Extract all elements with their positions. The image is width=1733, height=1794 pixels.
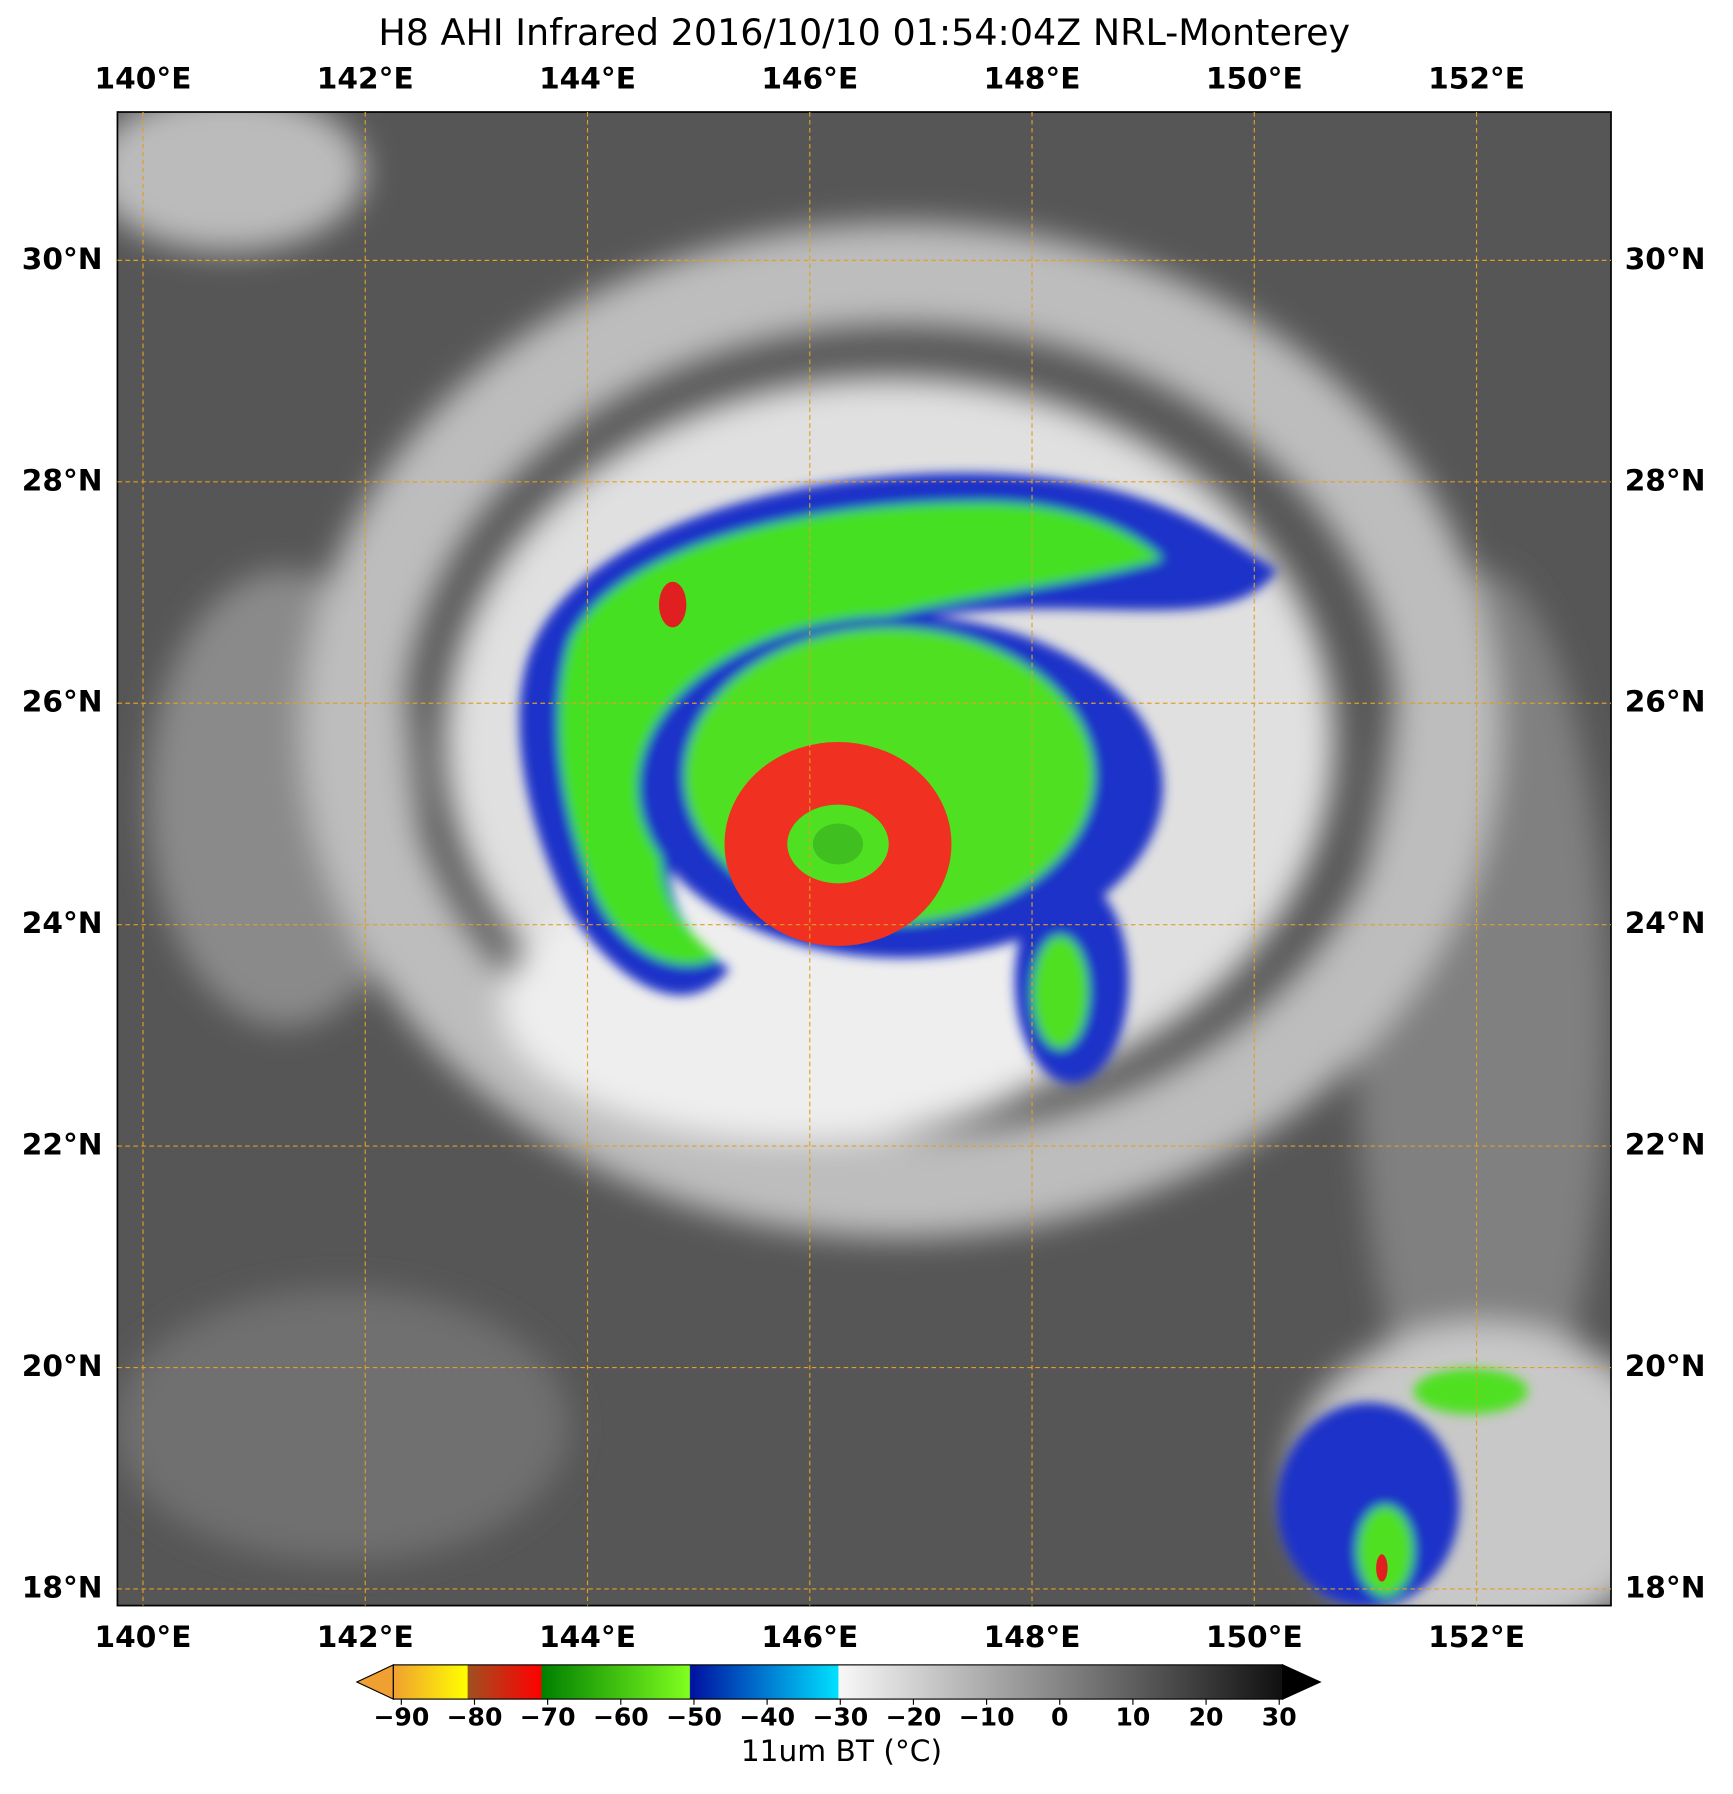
colorbar-tick-label: 30 (1262, 1702, 1297, 1731)
x-tick-label: 150°E (1206, 61, 1303, 96)
colorbar-tick-label: 0 (1051, 1702, 1068, 1731)
map-frame (116, 111, 1612, 1607)
y-tick-label: 28°N (22, 462, 103, 497)
y-tick-label: 30°N (1625, 241, 1706, 276)
colorbar-extend-low (355, 1663, 394, 1700)
colorbar-tick-label: −70 (520, 1702, 576, 1731)
x-tick-label: 148°E (984, 1619, 1081, 1654)
y-tick-label: 26°N (22, 684, 103, 719)
colorbar-tick-label: −90 (373, 1702, 429, 1731)
y-tick-label: 22°N (22, 1127, 103, 1162)
y-tick-label: 24°N (22, 905, 103, 940)
colorbar-tick-label: −40 (739, 1702, 795, 1731)
colorbar-extend-high (1282, 1663, 1322, 1700)
y-tick-label: 30°N (22, 241, 103, 276)
colorbar (392, 1664, 1284, 1700)
y-tick-label: 18°N (1625, 1569, 1706, 1604)
y-tick-label: 28°N (1625, 462, 1706, 497)
x-tick-label: 140°E (95, 1619, 192, 1654)
y-tick-label: 22°N (1625, 1127, 1706, 1162)
x-tick-label: 142°E (317, 61, 414, 96)
colorbar-label: 11um BT (°C) (741, 1733, 942, 1768)
x-tick-label: 150°E (1206, 1619, 1303, 1654)
x-tick-label: 146°E (761, 1619, 858, 1654)
colorbar-tick-label: 10 (1115, 1702, 1150, 1731)
colorbar-tick-label: −80 (447, 1702, 503, 1731)
colorbar-tick-label: −50 (666, 1702, 722, 1731)
colorbar-tick-label: −20 (885, 1702, 941, 1731)
y-tick-label: 24°N (1625, 905, 1706, 940)
x-tick-label: 144°E (539, 1619, 636, 1654)
map-title: H8 AHI Infrared 2016/10/10 01:54:04Z NRL… (378, 11, 1350, 54)
y-tick-label: 18°N (22, 1569, 103, 1604)
x-tick-label: 152°E (1428, 61, 1525, 96)
x-tick-label: 152°E (1428, 1619, 1525, 1654)
y-tick-label: 20°N (22, 1348, 103, 1383)
x-tick-label: 140°E (95, 61, 192, 96)
x-tick-label: 142°E (317, 1619, 414, 1654)
satellite-image (117, 112, 1612, 1606)
x-tick-label: 148°E (984, 61, 1081, 96)
colorbar-tick-label: −30 (812, 1702, 868, 1731)
x-tick-label: 146°E (761, 61, 858, 96)
y-tick-label: 26°N (1625, 684, 1706, 719)
colorbar-tick-label: −10 (959, 1702, 1015, 1731)
y-tick-label: 20°N (1625, 1348, 1706, 1383)
x-tick-label: 144°E (539, 61, 636, 96)
colorbar-tick-label: −60 (593, 1702, 649, 1731)
colorbar-tick-label: 20 (1189, 1702, 1224, 1731)
